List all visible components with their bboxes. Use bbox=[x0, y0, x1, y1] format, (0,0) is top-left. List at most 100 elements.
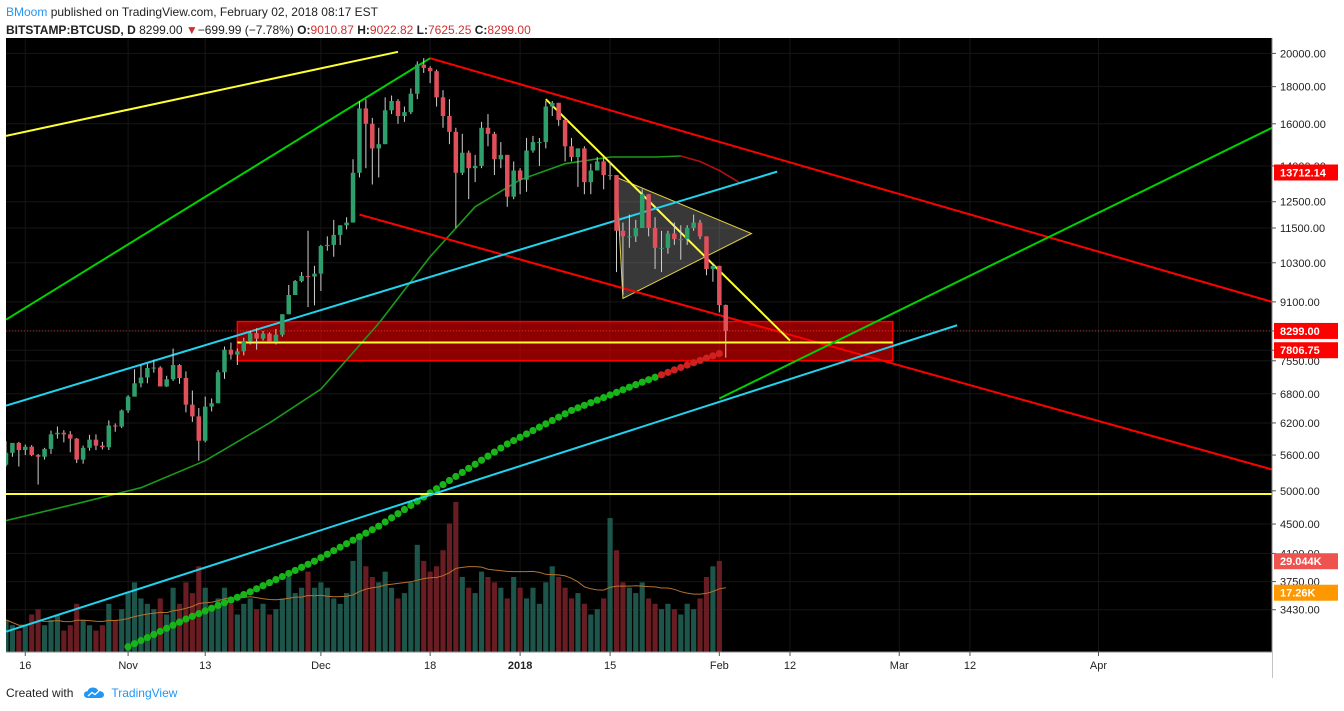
candle-body bbox=[620, 230, 626, 237]
candle bbox=[652, 217, 658, 269]
candle bbox=[639, 189, 645, 229]
volume-bar bbox=[498, 587, 504, 652]
candle bbox=[717, 265, 722, 313]
volume-bar bbox=[106, 603, 112, 652]
ma-dot bbox=[323, 550, 331, 558]
footer: Created with TradingView bbox=[6, 684, 177, 702]
candle bbox=[370, 117, 375, 185]
ma-dot bbox=[407, 501, 415, 509]
ma-dot bbox=[195, 610, 203, 618]
volume-bar bbox=[151, 609, 157, 652]
candle-body bbox=[350, 172, 356, 223]
ma-dot bbox=[246, 588, 254, 596]
candle-body bbox=[331, 234, 336, 245]
time-axis-background bbox=[6, 652, 1272, 678]
ma-dot bbox=[387, 514, 396, 522]
candles bbox=[3, 58, 729, 485]
price-tick-label: 20000.00 bbox=[1280, 48, 1326, 60]
candle-body bbox=[292, 281, 298, 296]
candle bbox=[337, 225, 343, 245]
candle bbox=[318, 244, 324, 291]
candle bbox=[254, 328, 259, 350]
candle-body bbox=[286, 295, 292, 315]
candle bbox=[447, 99, 452, 145]
volume-bar bbox=[157, 598, 163, 652]
candle-body bbox=[453, 131, 459, 173]
candle-body bbox=[48, 434, 54, 449]
candle bbox=[286, 284, 292, 315]
price-tick-label: 4500.00 bbox=[1280, 519, 1320, 531]
price-badge-label: 7806.75 bbox=[1280, 345, 1320, 357]
candle bbox=[29, 445, 34, 457]
candle bbox=[80, 445, 86, 464]
created-with-text: Created with bbox=[6, 686, 74, 700]
candle-body bbox=[305, 275, 311, 277]
ma-dot bbox=[471, 460, 479, 468]
price-chart[interactable]: 20000.0018000.0016000.0014000.0012500.00… bbox=[3, 38, 1340, 678]
volume-bar bbox=[228, 603, 234, 652]
ma-dot bbox=[664, 368, 672, 376]
candle bbox=[228, 342, 234, 360]
candle bbox=[485, 114, 491, 147]
volume-bar bbox=[639, 582, 645, 652]
ma-dot bbox=[510, 437, 518, 445]
time-tick-label: Nov bbox=[118, 660, 138, 672]
tradingview-cloud-icon[interactable] bbox=[83, 686, 105, 700]
candle bbox=[672, 222, 677, 245]
candle-body bbox=[460, 152, 465, 173]
price-tick-label: 3430.00 bbox=[1280, 605, 1320, 617]
candle bbox=[247, 330, 253, 345]
candle-body bbox=[16, 442, 22, 451]
candle bbox=[23, 444, 28, 456]
candle bbox=[492, 131, 497, 176]
candle bbox=[440, 90, 446, 128]
time-tick-label: 12 bbox=[784, 660, 796, 672]
volume-bar bbox=[575, 593, 581, 652]
candle bbox=[215, 370, 221, 404]
volume-bar bbox=[446, 523, 452, 652]
volume-bar bbox=[710, 566, 716, 652]
time-tick-label: Dec bbox=[311, 660, 331, 672]
volume-bar bbox=[112, 619, 118, 652]
ma-dot bbox=[355, 533, 364, 541]
candle-body bbox=[151, 367, 157, 369]
ma-dot bbox=[484, 452, 492, 460]
ma-dot bbox=[394, 510, 402, 518]
volume-bar bbox=[549, 566, 555, 652]
volume-bar bbox=[54, 614, 60, 652]
candle-body bbox=[511, 170, 516, 197]
candle bbox=[704, 236, 709, 276]
ma-dot bbox=[362, 529, 370, 537]
volume-bar bbox=[3, 619, 9, 652]
volume-bar bbox=[80, 619, 86, 652]
volume-bar bbox=[658, 609, 665, 652]
close-value: 8299.00 bbox=[487, 23, 531, 37]
candle bbox=[505, 154, 510, 207]
candle-body bbox=[543, 106, 549, 143]
candle-body bbox=[556, 102, 561, 120]
candle-body bbox=[639, 194, 645, 229]
chart-area[interactable]: 20000.0018000.0016000.0014000.0012500.00… bbox=[3, 38, 1340, 678]
candle bbox=[376, 127, 381, 178]
volume-bar bbox=[74, 603, 80, 652]
ma-dot bbox=[336, 543, 344, 551]
volume-bar bbox=[16, 630, 22, 652]
ma-dot bbox=[317, 554, 325, 562]
ma-dot bbox=[580, 401, 588, 409]
tradingview-link[interactable]: TradingView bbox=[111, 686, 178, 700]
candle bbox=[601, 157, 606, 190]
high-label: H: bbox=[357, 23, 370, 37]
ma-dot bbox=[606, 391, 614, 399]
ma-dot bbox=[124, 643, 132, 651]
author-link[interactable]: BMoom bbox=[6, 5, 48, 19]
candle bbox=[157, 366, 163, 387]
moving-average-red bbox=[680, 155, 740, 183]
candle bbox=[196, 408, 202, 461]
candle bbox=[402, 106, 407, 122]
volume-bar bbox=[607, 518, 613, 652]
candle-body bbox=[498, 154, 504, 160]
candle-body bbox=[678, 239, 684, 241]
volume-bar bbox=[703, 577, 710, 652]
ma-dot bbox=[291, 566, 299, 575]
candle bbox=[170, 348, 176, 382]
